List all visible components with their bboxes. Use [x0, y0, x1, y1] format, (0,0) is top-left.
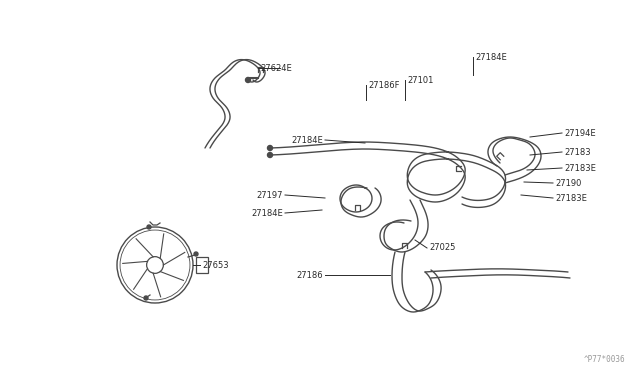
- Text: 27184E: 27184E: [291, 135, 323, 144]
- Circle shape: [268, 153, 273, 157]
- Text: 27183E: 27183E: [555, 193, 587, 202]
- Circle shape: [144, 296, 148, 300]
- Text: 27183E: 27183E: [564, 164, 596, 173]
- Text: 27184E: 27184E: [252, 208, 283, 218]
- Text: ^P77*0036: ^P77*0036: [584, 355, 625, 364]
- Circle shape: [194, 252, 198, 256]
- Text: 27186: 27186: [296, 270, 323, 279]
- Text: 27653: 27653: [202, 260, 228, 269]
- Text: 27186F: 27186F: [368, 80, 399, 90]
- Circle shape: [246, 77, 250, 83]
- Text: 27101: 27101: [407, 76, 433, 84]
- Text: 27194E: 27194E: [564, 128, 596, 138]
- Text: 27183: 27183: [564, 148, 591, 157]
- Text: 27025: 27025: [429, 244, 456, 253]
- Circle shape: [268, 145, 273, 151]
- Text: 27624E: 27624E: [260, 64, 292, 73]
- Text: 27184E: 27184E: [475, 52, 507, 61]
- Text: 27190: 27190: [555, 179, 581, 187]
- Bar: [196, 257, 208, 273]
- Text: 27197: 27197: [257, 190, 283, 199]
- Circle shape: [147, 225, 151, 229]
